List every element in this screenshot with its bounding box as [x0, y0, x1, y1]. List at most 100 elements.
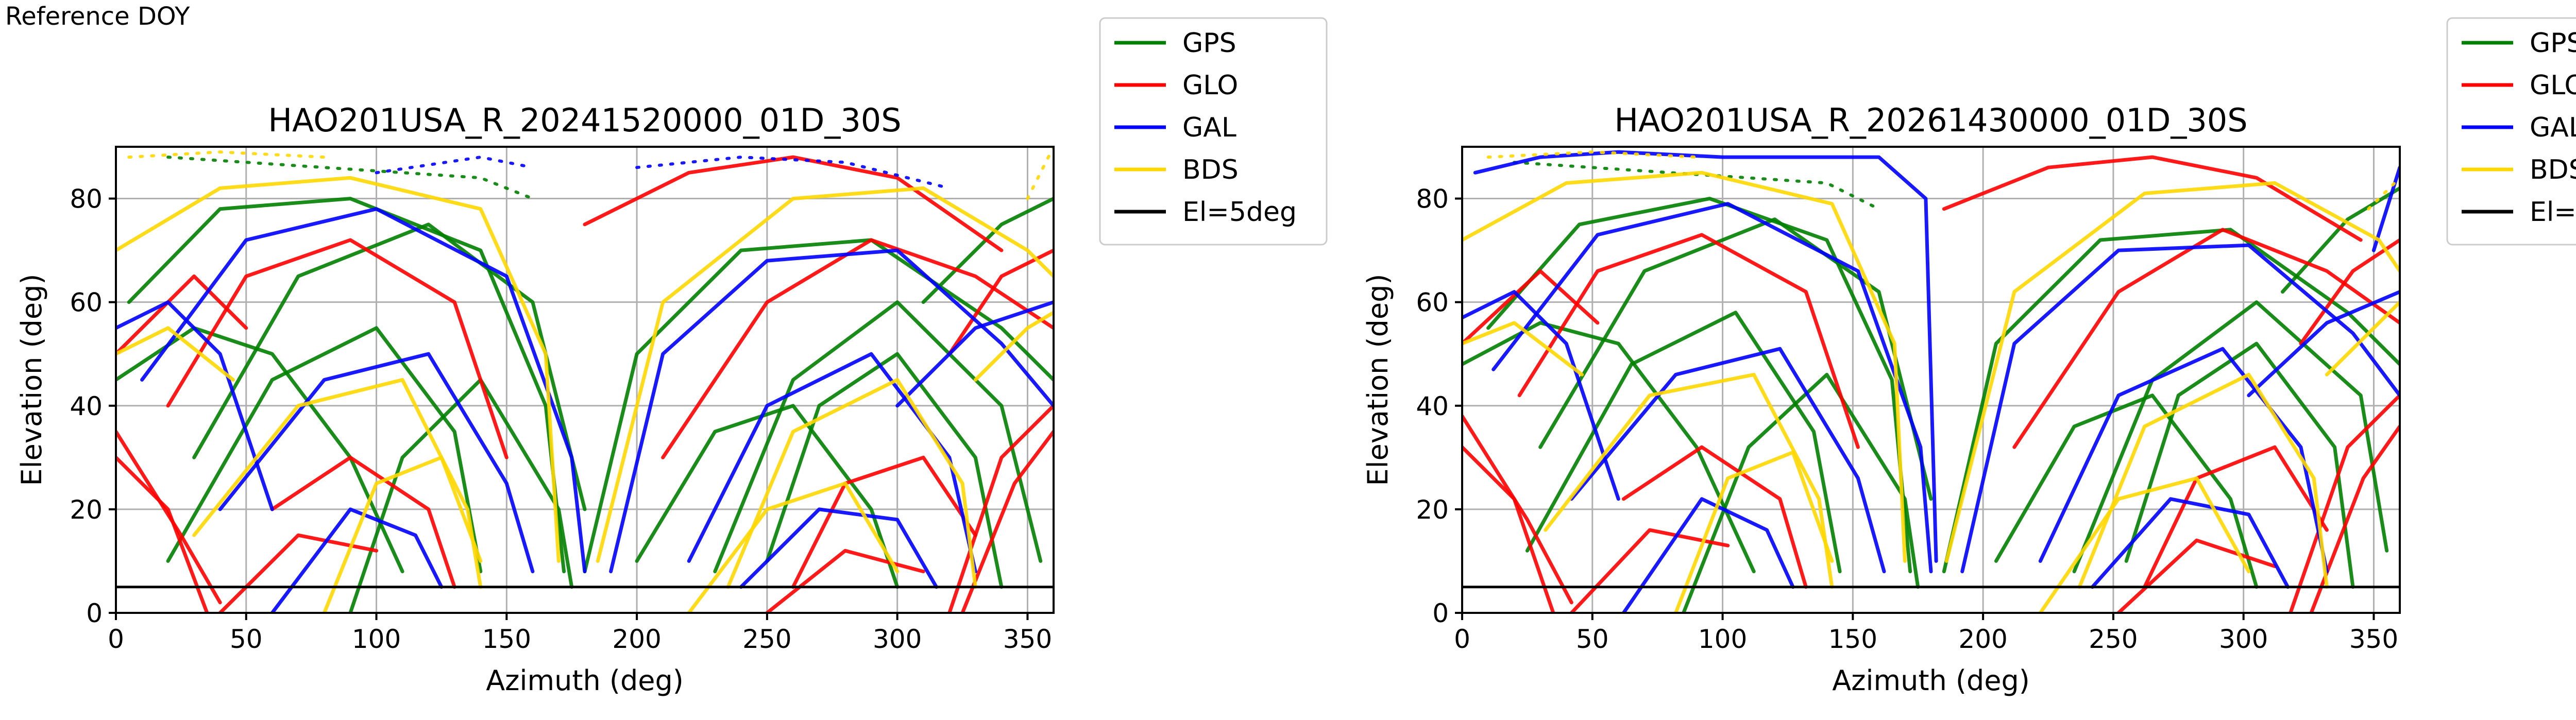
track-gps-2	[583, 238, 1054, 574]
track-bds-9	[1026, 147, 1054, 200]
track-glo-8	[116, 274, 248, 356]
x-tick-label: 350	[2349, 624, 2398, 654]
legend-label: GAL	[1182, 112, 1236, 143]
y-axis-label: Elevation (deg)	[15, 274, 48, 486]
track-bds-7	[2325, 300, 2400, 376]
track-gal-3	[687, 352, 977, 574]
legend-label: El=5deg	[1182, 197, 1297, 228]
track-glo-11	[765, 548, 925, 613]
track-bds-9	[2367, 176, 2400, 211]
x-axis-label: Azimuth (deg)	[1832, 664, 2030, 697]
x-tick-label: 150	[1828, 624, 1877, 654]
track-gps-10	[166, 156, 534, 200]
track-glo-5	[2012, 228, 2400, 449]
track-glo-7	[791, 455, 977, 589]
track-gps-9	[921, 197, 1054, 304]
track-glo-8	[1462, 269, 1600, 346]
series-gal	[1462, 150, 2400, 613]
legend-label: BDS	[1182, 155, 1239, 185]
legend-label: GAL	[2530, 112, 2576, 143]
y-tick-label: 40	[1416, 391, 1449, 421]
track-glo-2	[2289, 393, 2400, 613]
track-gps-0	[127, 197, 566, 574]
track-gal-4	[116, 300, 274, 511]
track-bds-0	[1462, 170, 1907, 563]
track-bds-3	[2077, 372, 2329, 589]
track-bds-0	[116, 176, 561, 563]
track-glo-6	[1621, 445, 1808, 589]
x-tick-label: 0	[108, 624, 124, 654]
track-bds-7	[973, 311, 1054, 382]
legend-label: GLO	[1182, 70, 1238, 101]
track-gps-0	[1486, 197, 1912, 574]
track-gps-7	[1462, 321, 1756, 574]
chart-panel-1: 0 50 100 150 200 250 300 350 0 20 40 60 80 HAO201USA_…	[15, 17, 1328, 697]
series-bds	[1462, 150, 2400, 613]
legend-box	[1099, 17, 1328, 246]
y-tick-label: 80	[1416, 184, 1449, 214]
track-gps-7	[116, 326, 404, 574]
track-glo-1	[116, 430, 222, 605]
track-gal-3	[2038, 347, 2329, 574]
legend-label: El=5deg	[2530, 197, 2576, 228]
y-axis-label: Elevation (deg)	[1362, 274, 1394, 486]
track-bds-2	[1544, 372, 1834, 589]
track-glo-1	[1462, 414, 1573, 605]
track-glo-3	[960, 430, 1054, 613]
x-tick-label: 100	[1698, 624, 1747, 654]
track-bds-5	[687, 482, 900, 613]
track-gps-6	[765, 352, 1004, 589]
y-tick-label: 0	[1432, 598, 1449, 628]
track-gps-10	[1513, 161, 1880, 211]
track-glo-12	[583, 155, 1004, 252]
track-bds-4	[322, 455, 483, 613]
track-gps-9	[2281, 186, 2400, 294]
track-bds-8	[1486, 150, 1698, 159]
reference-doy-label: Reference DOY	[5, 2, 190, 31]
legend-label: GLO	[2530, 70, 2576, 101]
plot-frame	[1461, 146, 2401, 614]
track-glo-2	[947, 404, 1054, 613]
track-gps-4	[192, 222, 587, 511]
track-gps-8	[635, 404, 900, 589]
track-gps-3	[713, 300, 1043, 574]
x-tick-label: 250	[2089, 624, 2138, 654]
track-gal-8	[375, 156, 534, 175]
y-tick-label: 80	[70, 184, 103, 214]
legend-label: BDS	[2530, 155, 2576, 185]
track-glo-0	[116, 455, 209, 613]
track-gal-8	[1473, 150, 1938, 563]
track-bds-8	[127, 150, 326, 159]
x-axis-label: Azimuth (deg)	[486, 664, 684, 697]
series-bds	[116, 147, 1054, 613]
track-bds-6	[1462, 321, 1584, 376]
legend-box	[2446, 17, 2576, 246]
x-tick-label: 50	[230, 624, 263, 654]
track-glo-12	[1942, 155, 2363, 242]
track-glo-6	[270, 455, 456, 589]
plot-frame	[115, 146, 1055, 614]
series-glo	[116, 155, 1054, 613]
track-gal-6	[1621, 497, 1795, 613]
x-tick-label: 50	[1576, 624, 1609, 654]
track-gal-7	[739, 507, 938, 589]
y-tick-label: 20	[1416, 495, 1449, 525]
track-bds-3	[726, 378, 977, 589]
x-tick-label: 200	[612, 624, 661, 654]
y-tick-label: 20	[70, 495, 103, 525]
series-gal	[116, 156, 1054, 613]
track-gal-0	[1492, 202, 1933, 574]
track-glo-10	[1569, 528, 1730, 613]
y-tick-label: 40	[70, 391, 103, 421]
data-tracks	[1462, 150, 2400, 613]
track-bds-6	[116, 326, 235, 382]
track-gps-6	[2124, 341, 2355, 589]
track-bds-1	[1944, 181, 2400, 563]
track-glo-4	[166, 238, 509, 459]
track-gal-2	[1569, 347, 1886, 574]
track-bds-4	[1674, 450, 1834, 613]
x-tick-label: 250	[742, 624, 791, 654]
track-gal-9	[2371, 165, 2400, 252]
track-gal-0	[140, 207, 587, 574]
y-tick-label: 0	[86, 598, 103, 628]
